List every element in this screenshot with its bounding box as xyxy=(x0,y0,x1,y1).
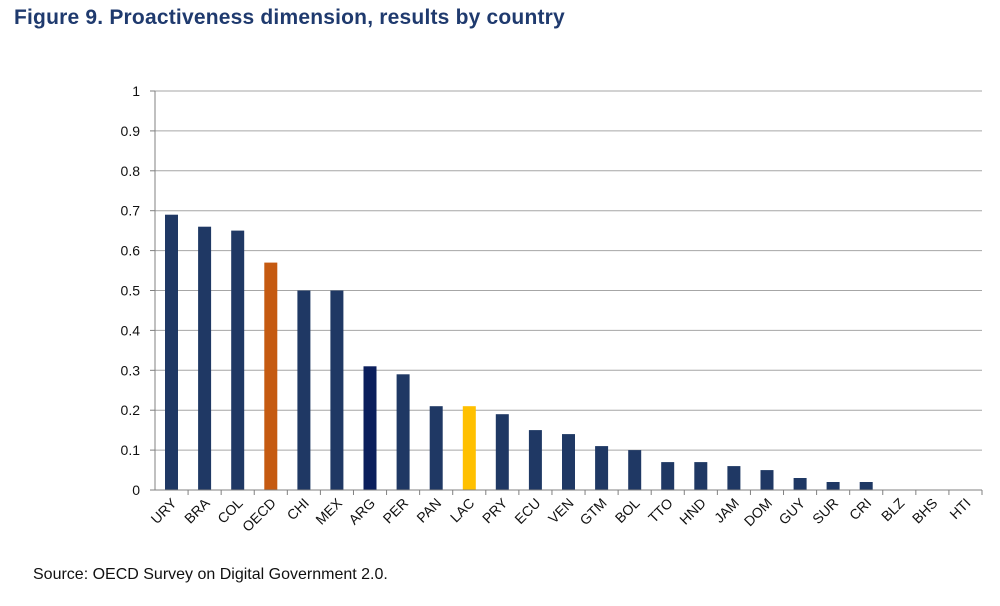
y-tick-label: 0.1 xyxy=(121,442,141,458)
bar-chart: 0 0.1 0.2 0.3 0.4 0.5 0.6 0.7 0.8 0.9 1 URY BRA COLO… xyxy=(121,83,983,535)
x-tick-label: ECU xyxy=(511,495,543,527)
bar-lac xyxy=(462,406,476,490)
x-tick-label: TTO xyxy=(645,495,676,526)
x-tick-label: SUR xyxy=(809,495,841,527)
bar-chi xyxy=(297,290,311,490)
x-tick-label: PER xyxy=(380,495,412,527)
x-tick-label: DOM xyxy=(741,495,775,529)
x-tick-label: HTI xyxy=(946,495,973,522)
bar-gtm xyxy=(595,446,609,490)
bar-jam xyxy=(727,466,741,490)
bar-cri xyxy=(859,482,873,490)
bar-sur xyxy=(826,482,840,490)
x-tick-label: MEX xyxy=(312,494,345,527)
bar-ven xyxy=(562,434,575,490)
x-tick-label: JAM xyxy=(711,495,742,526)
source-note: Source: OECD Survey on Digital Governmen… xyxy=(33,566,388,583)
x-tick-label: OECD xyxy=(239,495,279,535)
x-tick-label: GUY xyxy=(775,494,808,527)
x-tick-label: CHI xyxy=(284,495,312,523)
y-tick-label: 0.8 xyxy=(121,163,141,179)
y-tick-label: 0.4 xyxy=(121,322,141,338)
bar-ecu xyxy=(528,430,542,490)
bar-pry xyxy=(495,414,509,490)
x-tick-label: VEN xyxy=(545,495,577,527)
x-tick-label: HND xyxy=(676,495,709,528)
bar-per xyxy=(396,374,410,490)
axes xyxy=(150,90,983,495)
x-tick-label: PRY xyxy=(479,494,511,526)
bar-arg xyxy=(363,366,377,490)
bars xyxy=(165,214,873,490)
x-tick-label: GTM xyxy=(576,495,609,528)
bar-oecd xyxy=(264,262,278,490)
y-tick-label: 0.6 xyxy=(121,243,141,259)
bar-pan xyxy=(429,406,443,490)
bar-col xyxy=(231,230,245,490)
bar-tto xyxy=(661,462,675,490)
y-tick-label: 1 xyxy=(132,83,140,99)
x-tick-label: URY xyxy=(148,494,181,527)
y-tick-labels: 0 0.1 0.2 0.3 0.4 0.5 0.6 0.7 0.8 0.9 1 xyxy=(121,83,141,498)
x-tick-label: BRA xyxy=(181,494,213,526)
y-tick-label: 0.2 xyxy=(121,402,141,418)
bar-mex xyxy=(330,290,344,490)
y-tick-label: 0 xyxy=(132,482,140,498)
bar-ury xyxy=(165,214,178,490)
bar-dom xyxy=(760,470,774,490)
bar-hnd xyxy=(694,462,708,490)
y-tick-label: 0.9 xyxy=(121,123,141,139)
gridlines xyxy=(155,90,982,451)
x-tick-label: ARG xyxy=(345,495,378,528)
x-tick-label: LAC xyxy=(447,495,478,526)
bar-guy xyxy=(793,478,807,490)
x-tick-label: BLZ xyxy=(878,494,908,524)
x-tick-label: CRI xyxy=(846,495,874,523)
y-tick-label: 0.3 xyxy=(121,362,141,378)
bar-bol xyxy=(628,450,642,490)
chart-title: Figure 9. Proactiveness dimension, resul… xyxy=(14,6,565,29)
y-tick-label: 0.7 xyxy=(121,203,141,219)
x-tick-label: PAN xyxy=(413,495,444,526)
bar-bra xyxy=(198,226,212,490)
x-tick-label: BHS xyxy=(909,495,941,527)
x-tick-label: BOL xyxy=(612,495,643,526)
y-tick-label: 0.5 xyxy=(121,283,141,299)
